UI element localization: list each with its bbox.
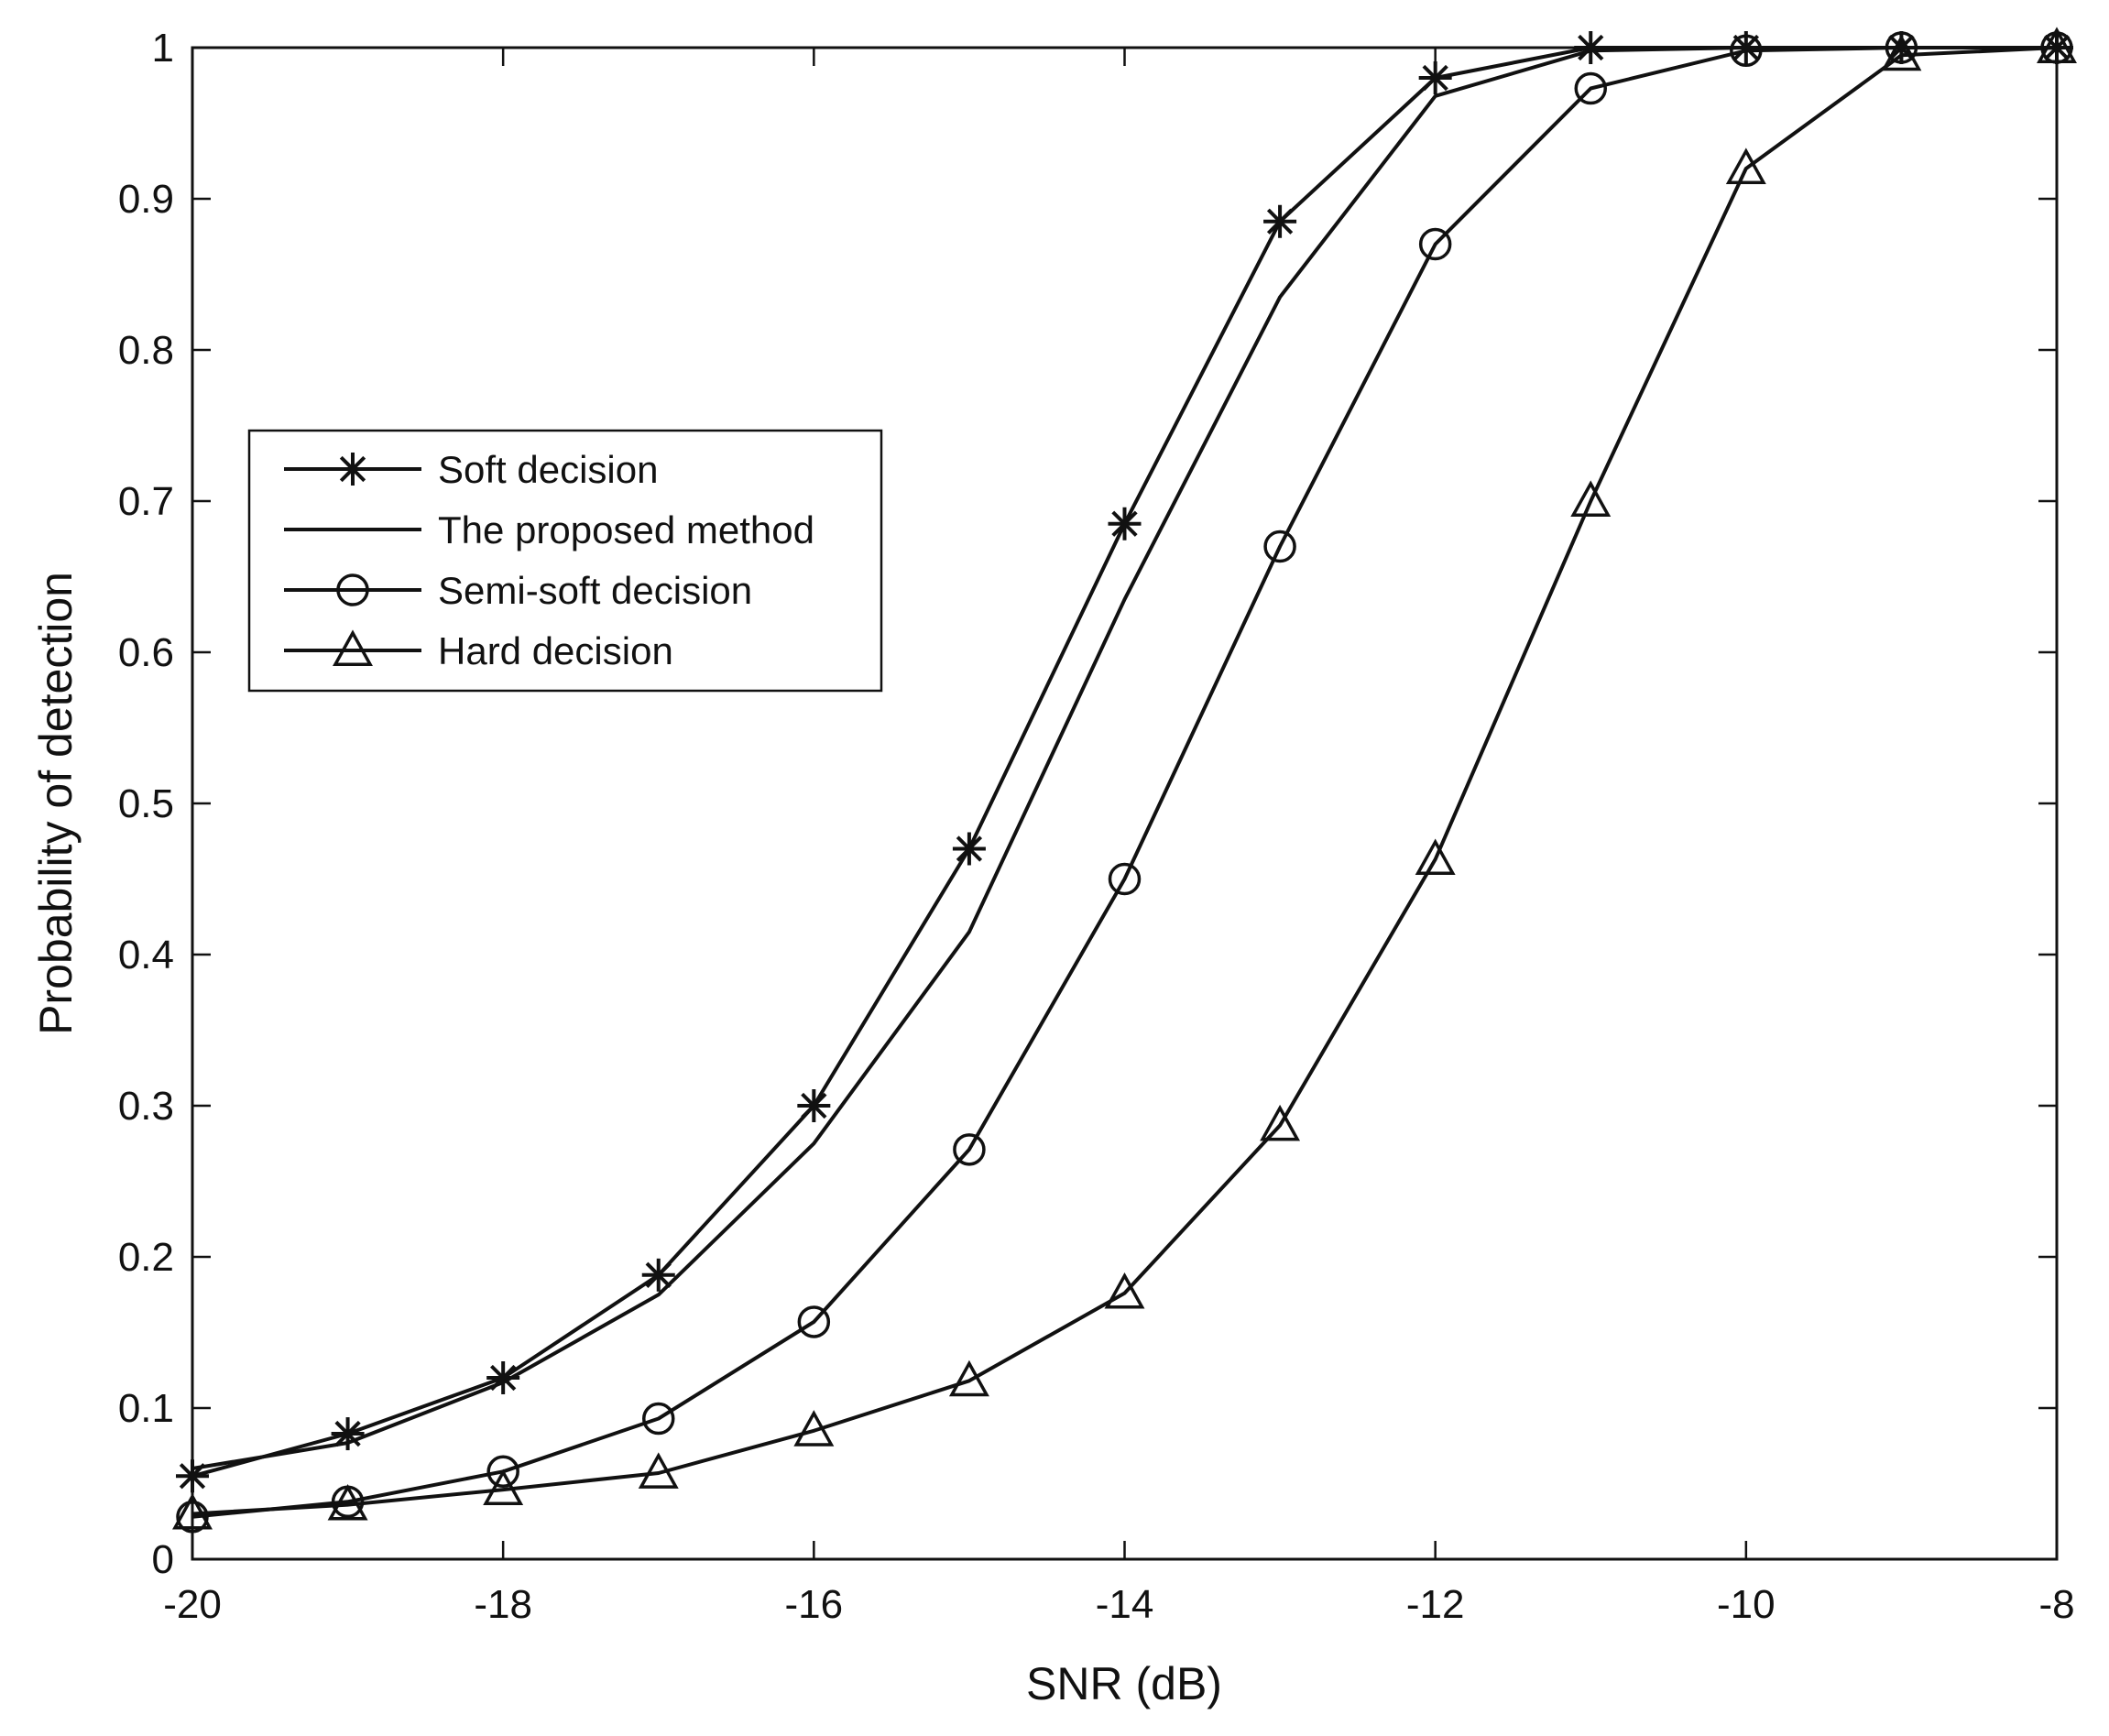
data-point bbox=[176, 1501, 209, 1534]
data-point bbox=[952, 832, 986, 866]
data-point bbox=[1418, 61, 1452, 94]
y-tick-label: 0.5 bbox=[118, 781, 174, 826]
y-tick-label: 0.7 bbox=[118, 479, 174, 524]
data-point bbox=[1725, 147, 1766, 184]
data-point bbox=[1108, 862, 1142, 896]
ticks-layer: -20 -18 -16 -14 -12 -10 -8 0 0.1 0.2 0.3 0.4 0.5 0.6 0… bbox=[118, 26, 2075, 1627]
data-point bbox=[2037, 27, 2077, 63]
data-point bbox=[641, 1258, 675, 1292]
y-axis-title: Probability of detection bbox=[30, 572, 82, 1035]
data-point bbox=[1574, 31, 1608, 64]
data-point bbox=[172, 1492, 213, 1530]
legend-label: Soft decision bbox=[438, 448, 658, 491]
data-point bbox=[953, 1133, 986, 1166]
data-point bbox=[1104, 1272, 1145, 1309]
legend-item: Semi-soft decision bbox=[284, 569, 752, 612]
data-point bbox=[642, 1402, 675, 1436]
plot-area bbox=[191, 46, 2059, 1561]
y-tick-label: 0.3 bbox=[118, 1084, 174, 1129]
data-point bbox=[797, 1089, 831, 1122]
legend-marker bbox=[336, 453, 369, 486]
data-point bbox=[1108, 507, 1142, 540]
legend-item: The proposed method bbox=[284, 508, 814, 551]
y-tick-label: 1 bbox=[152, 26, 174, 71]
legend-item: Hard decision bbox=[284, 629, 673, 672]
y-tick-label: 0.8 bbox=[118, 328, 174, 373]
data-point bbox=[176, 1459, 209, 1493]
x-tick-label: -12 bbox=[1406, 1582, 1465, 1627]
x-tick-label: -10 bbox=[1717, 1582, 1776, 1627]
y-tick-label: 0.9 bbox=[118, 177, 174, 222]
data-point bbox=[1574, 71, 1607, 105]
legend-item: Soft decision bbox=[284, 448, 658, 491]
legend-marker bbox=[333, 629, 373, 666]
x-tick-label: -20 bbox=[163, 1582, 222, 1627]
data-point bbox=[1263, 530, 1296, 563]
data-point bbox=[948, 1359, 989, 1397]
data-point bbox=[1415, 838, 1456, 875]
data-point bbox=[1260, 1104, 1301, 1141]
x-tick-label: -16 bbox=[785, 1582, 844, 1627]
y-tick-label: 0.1 bbox=[118, 1386, 174, 1431]
y-tick-label: 0 bbox=[152, 1537, 174, 1582]
y-tick-label: 0.2 bbox=[118, 1235, 174, 1280]
data-point bbox=[1885, 31, 1918, 64]
legend-label: Hard decision bbox=[438, 629, 673, 672]
series-hard-decision bbox=[172, 27, 2077, 1530]
x-tick-label: -14 bbox=[1096, 1582, 1154, 1627]
data-point bbox=[638, 1452, 679, 1489]
legend-label: The proposed method bbox=[438, 508, 814, 551]
y-tick-label: 0.4 bbox=[118, 933, 174, 977]
data-point bbox=[793, 1410, 835, 1447]
x-axis-title: SNR (dB) bbox=[1026, 1658, 1222, 1709]
data-point bbox=[486, 1455, 519, 1489]
legend-items: Soft decision The proposed method Semi-sof… bbox=[284, 448, 814, 672]
data-point bbox=[797, 1305, 831, 1338]
data-point bbox=[483, 1469, 524, 1506]
series-the-proposed-method bbox=[191, 46, 2057, 1470]
data-point bbox=[1881, 34, 1922, 71]
data-point bbox=[1263, 204, 1297, 238]
data-point bbox=[327, 1483, 368, 1521]
data-point bbox=[1570, 480, 1612, 517]
series-line bbox=[191, 46, 2058, 1516]
legend-label: Semi-soft decision bbox=[438, 569, 752, 612]
data-point bbox=[1730, 34, 1763, 68]
x-tick-label: -8 bbox=[2038, 1582, 2074, 1627]
x-tick-label: -18 bbox=[474, 1582, 532, 1627]
y-tick-label: 0.6 bbox=[118, 630, 174, 675]
legend-marker bbox=[336, 573, 369, 606]
data-point bbox=[1418, 227, 1452, 261]
series-layer bbox=[172, 27, 2077, 1534]
legend: Soft decision The proposed method Semi-sof… bbox=[247, 429, 883, 693]
series-line bbox=[191, 46, 2057, 1470]
